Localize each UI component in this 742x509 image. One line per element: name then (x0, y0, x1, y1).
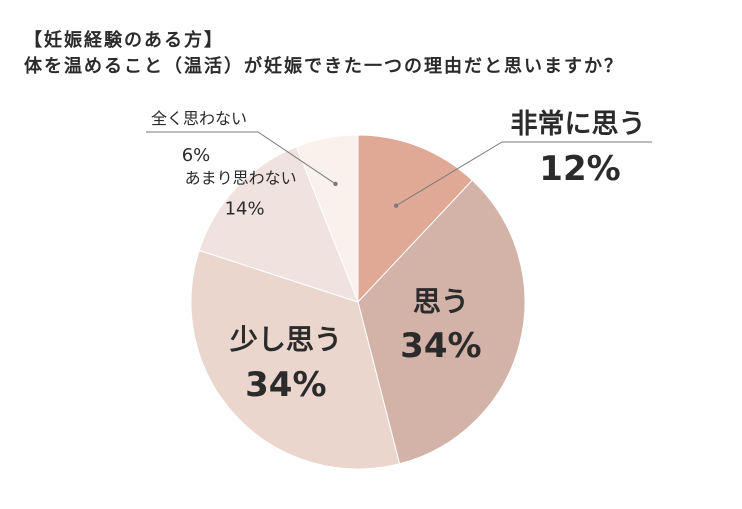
callout-line-1 (395, 141, 652, 207)
slice-label-4: あまり思わない (185, 169, 297, 188)
slice-value-label-4: 14% (225, 199, 265, 220)
chart-title-block: 【妊娠経験のある方】 体を温めること（温活）が妊娠できた一つの理由だと思いますか… (24, 28, 624, 80)
pie-slice-3 (190, 249, 401, 470)
slice-value-label-5: 6% (182, 145, 211, 166)
slice-label-2: 思う (413, 285, 469, 318)
pie-slice-5 (295, 134, 359, 303)
slice-label-5: 全く思わない (151, 109, 247, 128)
slice-value-label-2: 34% (400, 326, 481, 366)
slice-label-1: 非常に思う (511, 109, 646, 140)
slice-value-label-3: 34% (245, 365, 326, 405)
slice-label-3: 少し思う (230, 323, 342, 356)
callout-line-5 (146, 131, 336, 185)
chart-title-line2: 体を温めること（温活）が妊娠できた一つの理由だと思いますか？ (24, 56, 624, 77)
chart-title-line1: 【妊娠経験のある方】 (24, 30, 224, 51)
slice-value-label-1: 12% (539, 149, 620, 189)
callout-dot-1 (393, 203, 399, 208)
pie-slice-2 (357, 179, 526, 465)
